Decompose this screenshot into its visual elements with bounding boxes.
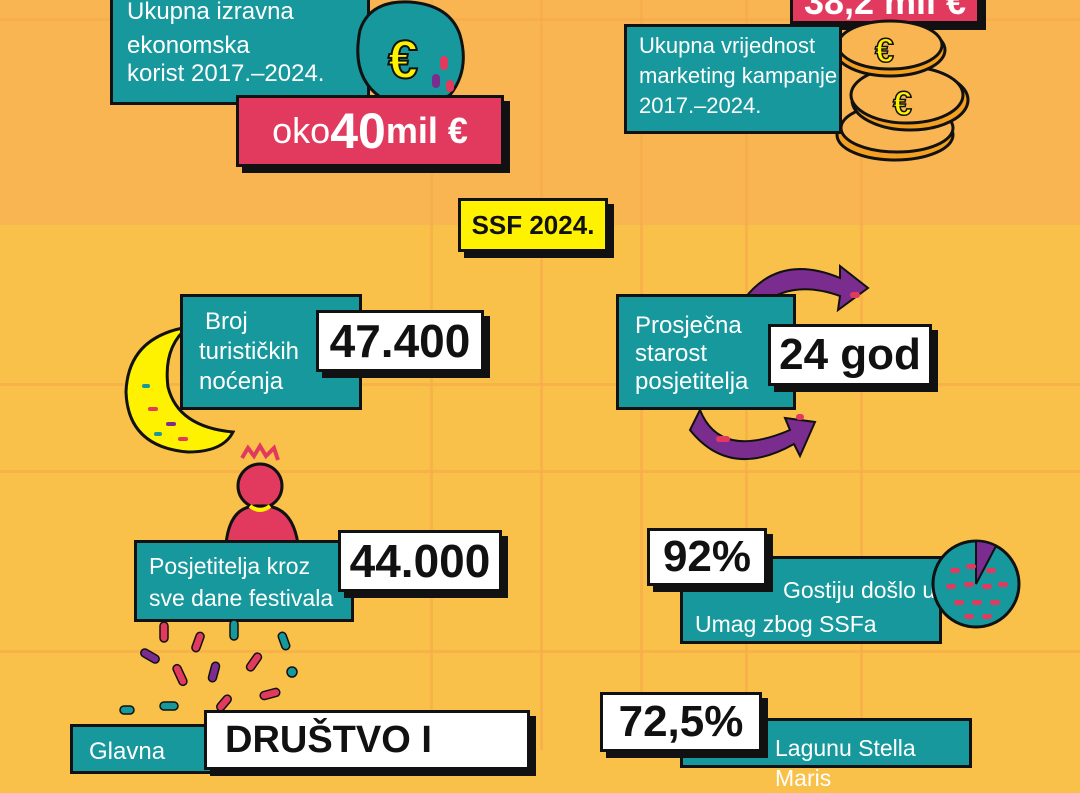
marketing-label-line-3: 2017.–2024.: [639, 93, 762, 118]
nights-value-box: 47.400: [316, 310, 484, 372]
visitors-card: Posjetitelja kroz sve dane festivala: [134, 540, 354, 622]
guests-value-box: 92%: [647, 528, 767, 586]
person-icon: [224, 442, 300, 546]
grid-line: [0, 18, 1080, 21]
grid-line: [0, 470, 1080, 473]
age-label-line-2: starost: [635, 340, 708, 367]
economic-label-line-3: korist 2017.–2024.: [127, 60, 325, 87]
social-value-box: DRUŠTVO I: [204, 710, 530, 770]
coins-stack-icon: € €: [833, 19, 970, 162]
economic-value-number: 40: [330, 103, 386, 159]
age-value-box: 24 god: [768, 324, 932, 386]
grid-line: [540, 0, 543, 750]
section-title: SSF 2024.: [458, 198, 608, 252]
guests-label-line-1: Gostiju došlo u: [783, 577, 936, 603]
svg-text:€: €: [893, 85, 912, 123]
moon-icon: [124, 324, 236, 454]
grid-line: [0, 650, 1080, 653]
age-label-line-1: Prosječna: [635, 312, 742, 339]
pie-icon: [931, 539, 1021, 629]
social-label: Glavna: [89, 738, 166, 765]
stella-value: 72,5%: [618, 697, 744, 746]
guests-label-line-2: Umag zbog SSFa: [695, 611, 877, 637]
svg-text:€: €: [388, 30, 418, 90]
svg-text:€: €: [875, 32, 894, 70]
social-value: DRUŠTVO I: [225, 718, 432, 761]
age-card: Prosječna starost posjetitelja: [616, 294, 796, 410]
grid-line: [430, 0, 433, 750]
economic-value-suffix: mil €: [385, 110, 468, 151]
stella-value-box: 72,5%: [600, 692, 762, 752]
economic-label-line-1: Ukupna izravna: [127, 0, 294, 25]
confetti-icon: [119, 619, 298, 715]
marketing-card: Ukupna vrijednost marketing kampanje 201…: [624, 24, 842, 134]
economic-value-prefix: oko: [272, 110, 331, 151]
nights-label-line-2: turističkih: [199, 338, 300, 365]
economic-label-line-2: ekonomska: [127, 32, 250, 59]
age-value: 24 god: [779, 330, 921, 379]
nights-value: 47.400: [329, 315, 471, 367]
nights-label-line-3: noćenja: [199, 368, 284, 395]
economic-value-box: oko 40 mil €: [236, 95, 504, 167]
arrow-icon: [688, 407, 817, 461]
marketing-value: 38,2 mil €: [803, 0, 967, 22]
guests-card: Gostiju došlo u Umag zbog SSFa: [680, 556, 942, 644]
money-bag-icon: €: [356, 0, 465, 107]
visitors-label-line-1: Posjetitelja kroz: [149, 553, 311, 579]
section-title-text: SSF 2024.: [471, 209, 595, 240]
stella-label: Lagunu Stella Maris: [775, 735, 916, 791]
visitors-label-line-2: sve dane festivala: [149, 585, 334, 611]
nights-label-line-1: Broj: [205, 308, 248, 335]
marketing-label-line-1: Ukupna vrijednost: [639, 33, 816, 58]
guests-value: 92%: [662, 532, 752, 581]
visitors-value: 44.000: [349, 535, 491, 587]
age-label-line-3: posjetitelja: [635, 368, 749, 395]
visitors-value-box: 44.000: [338, 530, 502, 592]
marketing-label-line-2: marketing kampanje: [639, 63, 838, 88]
economic-benefit-card: Ukupna izravna ekonomska korist 2017.–20…: [110, 0, 370, 105]
grid-line: [0, 383, 1080, 386]
